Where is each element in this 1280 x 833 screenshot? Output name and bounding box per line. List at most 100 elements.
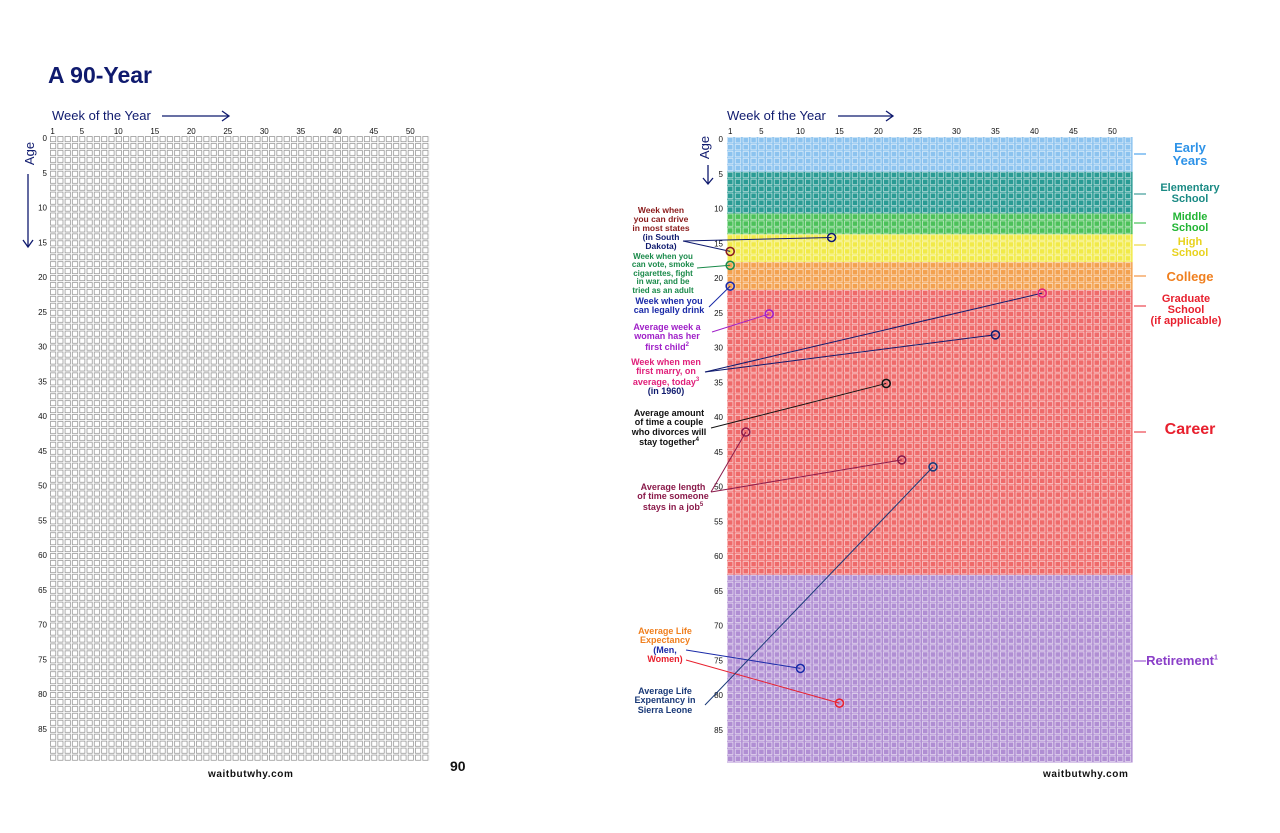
- annotation-life_exp: Average Life Expectancy (Men, Women): [605, 626, 725, 665]
- annotation-line: Sierra Leone: [637, 704, 693, 715]
- annotation-marker: [928, 462, 938, 472]
- annotation-line: Women): [647, 654, 683, 665]
- left-age-tick: 55: [38, 516, 47, 525]
- left-age-tick: 70: [38, 621, 47, 630]
- annotation-marker: [1037, 288, 1047, 298]
- right-week-axis-label: Week of the Year: [727, 108, 826, 123]
- right-age-tick: 65: [714, 587, 723, 596]
- left-age-tick: 80: [38, 690, 47, 699]
- left-week-tick: 35: [296, 127, 305, 136]
- left-age-arrow-icon: [22, 174, 34, 249]
- right-week-tick: 35: [991, 127, 1000, 136]
- annotation-line: (in South: [642, 231, 680, 242]
- annotation-line: Average Life: [638, 686, 692, 696]
- annotation-connector: [710, 431, 747, 493]
- right-week-tick: 40: [1030, 127, 1039, 136]
- left-footer: waitbutwhy.com: [208, 769, 294, 780]
- annotation-line: in most states: [632, 222, 690, 233]
- left-age-tick: 75: [38, 655, 47, 664]
- stage-label-career: Career: [1140, 422, 1240, 438]
- right-week-tick: 45: [1069, 127, 1078, 136]
- stage-label-line: Retirement1: [1146, 653, 1218, 668]
- annotation-line: stay together4: [639, 437, 699, 448]
- right-age-tick: 75: [714, 656, 723, 665]
- right-footer: waitbutwhy.com: [1043, 769, 1129, 780]
- left-week-arrow-icon: [162, 110, 231, 122]
- stage-label-line: School: [1171, 247, 1209, 259]
- annotation-connector: [682, 240, 731, 252]
- stage-label-line: High: [1177, 236, 1203, 248]
- annotation-drive: Week when you can drive in most states (in …: [601, 206, 721, 251]
- right-week-arrow-icon: [838, 110, 895, 122]
- annotation-marker: [725, 281, 736, 291]
- right-week-tick: 20: [874, 127, 883, 136]
- left-age-tick: 65: [38, 586, 47, 595]
- annotation-line: Average Life: [638, 626, 692, 636]
- left-week-tick: 50: [406, 127, 415, 136]
- annotation-line: (in 1960): [647, 386, 685, 397]
- annotation-connector: [704, 292, 1043, 373]
- annotation-connector: [704, 334, 996, 373]
- right-age-tick: 5: [719, 170, 724, 179]
- right-age-tick: 85: [714, 726, 723, 735]
- annotation-line: Average length: [640, 482, 706, 492]
- left-life-grid: 1 5 10 15 20 25 30 35 40 45 5005101520253035404550…: [38, 127, 430, 762]
- left-week-tick: 10: [114, 127, 123, 136]
- left-age-tick: 85: [38, 725, 47, 734]
- annotation-line: Dakota): [645, 240, 677, 251]
- right-age-tick: 15: [714, 239, 723, 248]
- left-age-tick: 5: [43, 169, 48, 178]
- stage-label-line: Career: [1164, 421, 1216, 438]
- left-week-boxes: [50, 136, 430, 762]
- right-age-tick: 45: [714, 448, 723, 457]
- left-week-tick: 15: [150, 127, 159, 136]
- right-week-tick: 25: [913, 127, 922, 136]
- annotation-connector: [696, 264, 731, 269]
- annotation-line: first marry, on: [636, 366, 696, 377]
- annotation-connector: [704, 466, 934, 706]
- left-week-tick: 45: [369, 127, 378, 136]
- left-week-tick: 20: [187, 127, 196, 136]
- annotation-line: Expectancy: [639, 635, 691, 646]
- annotation-line: can legally drink: [633, 305, 705, 316]
- stage-label-middle: Middle School: [1140, 212, 1240, 234]
- annotation-connector: [708, 285, 731, 308]
- annotation-first_child: Average week a woman has her first child2: [607, 322, 727, 352]
- right-week-tick: 30: [952, 127, 961, 136]
- page-title: A 90-Year: [48, 62, 152, 88]
- stage-label-line: Years: [1172, 153, 1208, 168]
- right-age-tick: 0: [719, 135, 724, 144]
- right-age-tick: 20: [714, 274, 723, 283]
- annotation-connector: [685, 649, 801, 669]
- annotation-line: stays in a job5: [642, 501, 704, 512]
- right-age-tick: 25: [714, 309, 723, 318]
- annotation-line: woman has her: [634, 331, 700, 342]
- annotation-marker: [740, 427, 751, 437]
- annotation-line: Average amount: [633, 408, 705, 418]
- right-age-tick: 70: [714, 622, 723, 631]
- stage-label-line: College: [1166, 269, 1214, 284]
- right-week-tick: 50: [1108, 127, 1117, 136]
- annotation-line: Week when men: [631, 357, 701, 367]
- left-week-tick: 40: [333, 127, 342, 136]
- annotation-marker: [881, 378, 892, 389]
- left-age-tick: 30: [38, 343, 47, 352]
- right-age-tick: 30: [714, 344, 723, 353]
- left-age-tick: 50: [38, 482, 47, 491]
- annotation-line: Expentancy in: [634, 695, 696, 706]
- annotation-line: first child2: [645, 341, 689, 352]
- annotation-line: tried as an adult: [632, 285, 694, 295]
- annotation-marker: [764, 309, 775, 319]
- annotation-vote: Week when you can vote, smoke cigarettes, …: [603, 252, 723, 295]
- annotation-line: of time someone: [637, 491, 709, 502]
- annotation-line: (Men,: [653, 644, 677, 655]
- left-age-tick: 20: [38, 273, 47, 282]
- annotation-line: in war, and be: [636, 277, 690, 287]
- left-age-tick: 15: [38, 238, 47, 247]
- left-age-tick: 40: [38, 412, 47, 421]
- right-week-boxes: [727, 137, 1133, 763]
- stage-label-high: High School: [1140, 237, 1240, 259]
- annotation-line: of time a couple: [634, 417, 704, 428]
- annotation-connector: [682, 237, 832, 242]
